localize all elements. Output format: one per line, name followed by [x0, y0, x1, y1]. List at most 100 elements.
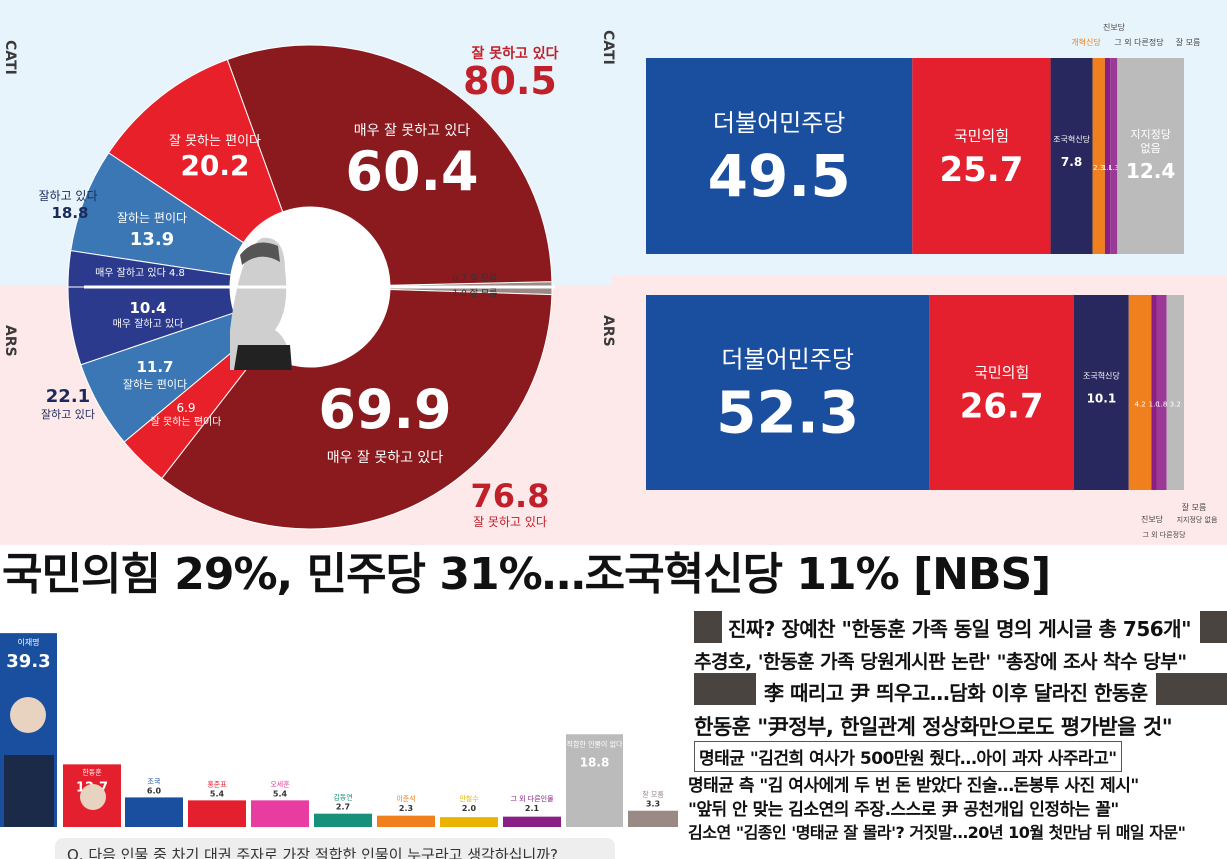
stack-segment [1151, 295, 1157, 490]
news-item[interactable]: 명태균 측 "김 여사에게 두 번 돈 받았다 진술…돈봉투 사진 제시" [688, 776, 1139, 796]
stack-segment [1156, 295, 1167, 490]
segment-label: 잘 모름 [1176, 38, 1201, 47]
survey-question: Q. 다음 인물 중 차기 대권 주자로 가장 적합한 인물이 누구라고 생각하… [55, 838, 615, 859]
candidate-bar [503, 816, 561, 827]
segment-value: 4.2 [1135, 401, 1146, 409]
stack-segment [1110, 58, 1118, 254]
slice-label: 매우 잘하고 있다 4.8 [95, 266, 185, 279]
candidate-portrait [4, 755, 54, 827]
cati-good-total-value: 18.8 [51, 204, 88, 222]
segment-value: 12.4 [1126, 159, 1175, 183]
slice-value: 13.9 [130, 229, 174, 250]
stack-segment [912, 58, 1051, 254]
segment-label: 그 외 다른정당 [1142, 530, 1186, 539]
ars-side-label: ARS [2, 325, 18, 357]
candidate-bar [440, 817, 498, 827]
stack-segment [1104, 58, 1111, 254]
segment-value: 1.8 [1156, 401, 1167, 409]
segment-value: 25.7 [939, 150, 1023, 190]
news-thumbnail[interactable] [1156, 673, 1227, 705]
slice-label: 1.0 잘 모름 [453, 287, 498, 299]
segment-label: 진보당 [1103, 22, 1126, 32]
news-headline[interactable]: 국민의힘 29%, 민주당 31%…조국혁신당 11% [NBS] [0, 545, 1227, 605]
segment-label: 잘 모름 [1182, 503, 1207, 512]
bar-value-label: 5.4 [210, 789, 225, 798]
segment-value: 7.8 [1061, 155, 1082, 169]
segment-label: 지지정당 없음 [1177, 515, 1218, 524]
segment-label: 지지정당 [1130, 128, 1170, 141]
bar-value-label: 3.3 [646, 800, 660, 809]
segment-label: 더불어민주당 [721, 346, 853, 374]
slice-label: 매우 잘 못하고 있다 [327, 450, 444, 466]
ars-bar-side-label: ARS [600, 315, 616, 347]
stack-segment [1092, 58, 1105, 254]
slice-label: 잘하는 편이다 [123, 377, 187, 391]
stack-segment [646, 58, 913, 254]
cati-bar-side-label: CATI [600, 30, 616, 65]
segment-label: 국민의힘 [954, 127, 1009, 145]
news-item[interactable]: "앞뒤 안 맞는 김소연의 주장.스스로 尹 공천개입 인정하는 꼴" [688, 800, 1119, 820]
segment-value: 10.1 [1087, 392, 1117, 406]
slice-value: 10.4 [129, 299, 166, 317]
candidate-bar [188, 800, 246, 827]
bar-category-label: 적합한 인물이 없다 [567, 739, 624, 748]
ars-bad-total-value: 76.8 [471, 477, 550, 515]
cati-good-total-label: 잘하고 있다 [38, 189, 97, 203]
party-support-panel: CATI ARS 더불어민주당 49.5 국민의힘 25.7 조국혁신당 7.8 2.3 1.… [600, 0, 1227, 545]
slice-label: 잘 못하는 편이다 [169, 134, 261, 149]
news-item[interactable]: 추경호, '한동훈 가족 당원게시판 논란' "총장에 조사 착수 당부" [694, 651, 1187, 673]
news-item[interactable]: 한동훈 "尹정부, 한일관계 정상화만으로도 평가받을 것" [694, 715, 1173, 739]
candidate-bar [314, 813, 372, 827]
news-item[interactable]: 김소연 "김종인 '명태균 잘 몰라'? 거짓말…20년 10월 첫만남 뒤 매… [688, 823, 1186, 842]
candidate-chart-panel: 이재명39.3한동훈12.7조국6.0홍준표5.4오세훈5.4김동연2.7이준석… [0, 605, 686, 859]
stack-segment [1166, 295, 1184, 490]
stack-segment [929, 295, 1075, 490]
approval-donut-panel: CATI ARS 잘 못하고 있다 80.5 매우 잘 못하고 있다 60.4 잘 못하… [0, 0, 612, 545]
news-thumbnail[interactable] [694, 611, 722, 643]
related-news-list: 진짜? 장예찬 "한동훈 가족 동일 명의 게시글 총 756개" 추경호, '… [686, 605, 1227, 859]
bar-category-label: 오세훈 [270, 779, 290, 788]
stack-segment [1074, 295, 1129, 490]
stack-segment [1050, 58, 1093, 254]
candidate-portrait [80, 784, 106, 810]
bar-category-label: 한동훈 [82, 767, 102, 776]
bar-category-label: 잘 모름 [642, 791, 664, 799]
bar-category-label: 홍준표 [207, 779, 227, 788]
segment-value: 1.3 [1108, 164, 1119, 172]
segment-label: 더불어민주당 [713, 109, 845, 137]
slice-label: 매우 잘하고 있다 [113, 317, 184, 330]
cati-side-label: CATI [2, 40, 18, 75]
slice-label: 잘하는 편이다 [117, 211, 187, 225]
news-thumbnail[interactable] [694, 673, 756, 705]
bar-category-label: 안철수 [459, 794, 479, 803]
bar-value-label: 2.7 [336, 803, 350, 812]
slice-label: 0.7 잘 모름 [453, 272, 498, 284]
ars-good-total-label: 잘하고 있다 [41, 407, 95, 421]
candidate-bar [628, 810, 678, 827]
slice-value: 6.9 [176, 401, 195, 415]
news-item[interactable]: 진짜? 장예찬 "한동훈 가족 동일 명의 게시글 총 756개" [728, 617, 1191, 641]
candidate-bar [251, 800, 309, 827]
segment-label: 조국혁신당 [1053, 134, 1090, 144]
slice-value: 11.7 [136, 358, 173, 376]
bar-value-label: 6.0 [147, 786, 162, 795]
bar-value-label: 18.8 [580, 755, 610, 769]
slice-label: 매우 잘 못하고 있다 [354, 123, 471, 139]
segment-value: 2.3 [1093, 164, 1104, 172]
bar-category-label: 그 외 다른인물 [510, 794, 554, 803]
news-thumbnail[interactable] [1200, 611, 1227, 643]
cati-bad-total-value: 80.5 [463, 59, 557, 103]
ars-bad-total-label: 잘 못하고 있다 [473, 515, 547, 529]
stack-segment [646, 295, 930, 490]
news-item[interactable]: 李 때리고 尹 띄우고…담화 이후 달라진 한동훈 [764, 681, 1148, 705]
bar-category-label: 조국 [148, 777, 161, 785]
segment-value: 3.2 [1170, 401, 1181, 409]
candidate-bar [125, 797, 183, 827]
segment-value: 1.0 [1102, 164, 1113, 172]
bar-category-label: 이준석 [396, 794, 415, 803]
news-item[interactable]: 명태균 "김건희 여사가 500만원 줬다…아이 과자 사주라고" [694, 741, 1122, 772]
candidate-bar [566, 734, 623, 827]
bar-category-label: 김동연 [333, 794, 352, 802]
